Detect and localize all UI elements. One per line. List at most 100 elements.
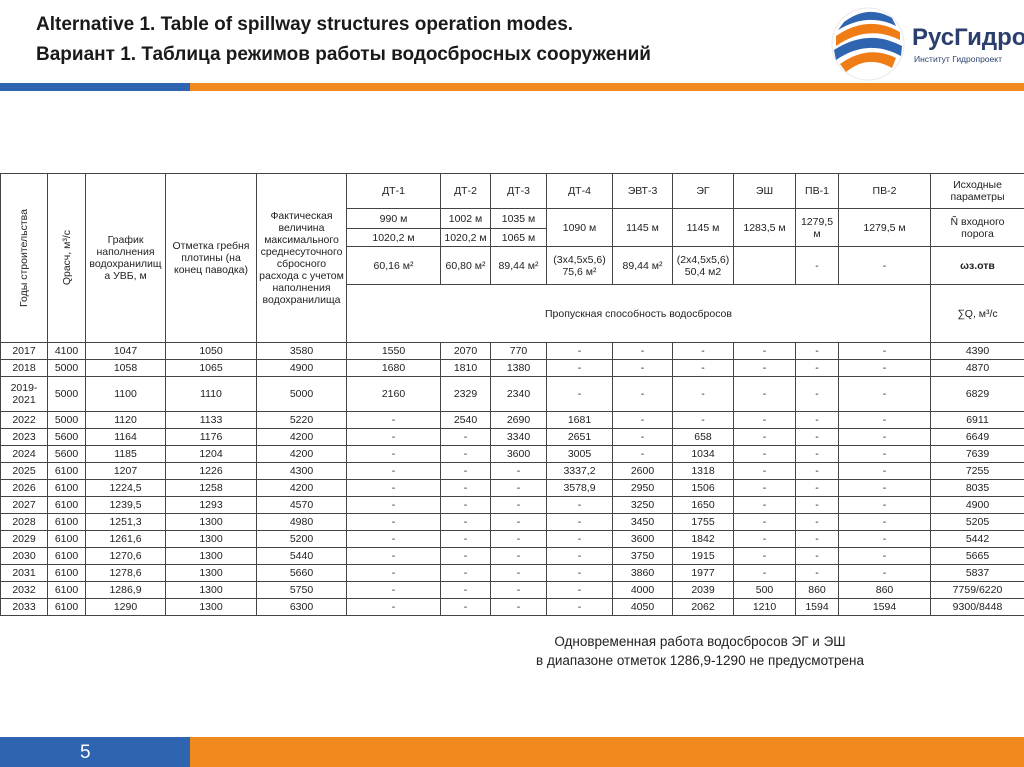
header-cell: 1283,5 м: [733, 208, 796, 247]
table-cell: 3860: [612, 564, 673, 582]
table-cell: -: [346, 581, 441, 599]
table-cell: 3600: [490, 445, 547, 463]
table-cell: 4200: [256, 479, 347, 497]
table-cell: 6100: [47, 479, 86, 497]
table-cell: 4200: [256, 445, 347, 463]
table-cell: 1251,3: [85, 513, 166, 531]
table-row: 2030 6100 1270,6 1300 5440- - - -3750 1915- - -566…: [0, 547, 1024, 565]
table-cell: 3750: [612, 547, 673, 565]
table-cell: 1226: [165, 462, 257, 480]
table-cell: -: [546, 564, 613, 582]
table-cell: -: [733, 530, 796, 548]
table-cell: -: [490, 496, 547, 514]
table-cell: -: [838, 411, 931, 429]
table-cell: 1164: [85, 428, 166, 446]
table-cell: 1100: [85, 376, 166, 412]
table-cell: 5660: [256, 564, 347, 582]
table-cell: 1286,9: [85, 581, 166, 599]
table-cell: 5442: [930, 530, 1024, 548]
table-body: 2017 4100 1047 1050 3580 1550 2070 770- - - - - -439…: [0, 342, 1024, 616]
header-cell: 990 м: [346, 208, 441, 229]
table-cell: -: [838, 445, 931, 463]
table-cell: -: [838, 479, 931, 497]
table-cell: -: [346, 411, 441, 429]
page-number: 5: [80, 742, 91, 763]
table-cell: 4570: [256, 496, 347, 514]
header-cell: Ñ входного порога: [930, 208, 1024, 247]
table-cell: -: [490, 462, 547, 480]
table-cell: 5000: [256, 376, 347, 412]
schedule-header: График наполнения водохранилища УВБ, м: [85, 173, 166, 343]
table-row: 2018 5000 1058 1065 4900 1680 1810 1380- - - - - -48…: [0, 359, 1024, 377]
table-cell: 2025: [0, 462, 48, 480]
table-cell: 2030: [0, 547, 48, 565]
table-row: 2024 5600 1185 1204 4200- -3600 3005-1034- - -76…: [0, 445, 1024, 463]
table-cell: -: [546, 547, 613, 565]
table-cell: -: [546, 359, 613, 377]
table-cell: 4050: [612, 598, 673, 616]
table-cell: 4000: [612, 581, 673, 599]
logo-subtitle: Институт Гидропроект: [914, 54, 1002, 64]
table-cell: 6100: [47, 598, 86, 616]
empty-cell: [733, 246, 796, 285]
table-cell: 1120: [85, 411, 166, 429]
actual-header: Фактическая величина максимального средн…: [256, 173, 347, 343]
table-cell: -: [612, 376, 673, 412]
table-cell: 1977: [672, 564, 734, 582]
q-header: Qрасч, м³/с: [60, 230, 73, 286]
table-cell: -: [490, 598, 547, 616]
header-cell: 1145 м: [672, 208, 734, 247]
header-cell: -: [838, 246, 931, 285]
table-cell: -: [440, 513, 491, 531]
table-cell: 7639: [930, 445, 1024, 463]
header-cell: 1002 м: [440, 208, 491, 229]
table-cell: 2070: [440, 342, 491, 360]
table-row: 2031 6100 1278,6 1300 5660- - - -3860 1977- - -583…: [0, 564, 1024, 582]
table-cell: 2651: [546, 428, 613, 446]
table-cell: 5200: [256, 530, 347, 548]
table-cell: 6100: [47, 564, 86, 582]
header-cell: 1020,2 м: [440, 228, 491, 247]
table-cell: 7255: [930, 462, 1024, 480]
table-cell: 2019-2021: [0, 376, 48, 412]
table-cell: 4900: [256, 359, 347, 377]
table-cell: -: [490, 547, 547, 565]
table-cell: -: [546, 342, 613, 360]
table-cell: -: [838, 376, 931, 412]
table-cell: 2028: [0, 513, 48, 531]
crest-header: Отметка гребня плотины (на конец паводка…: [165, 173, 257, 343]
table-cell: -: [346, 598, 441, 616]
table-cell: 3578,9: [546, 479, 613, 497]
table-cell: 1176: [165, 428, 257, 446]
table-cell: 2017: [0, 342, 48, 360]
table-cell: -: [346, 530, 441, 548]
table-cell: 1380: [490, 359, 547, 377]
table-cell: -: [838, 342, 931, 360]
table-cell: 5000: [47, 376, 86, 412]
table-cell: 3450: [612, 513, 673, 531]
table-cell: 2062: [672, 598, 734, 616]
table-cell: 3337,2: [546, 462, 613, 480]
table-cell: 1550: [346, 342, 441, 360]
header-cell: 1090 м: [546, 208, 613, 247]
table-cell: 2031: [0, 564, 48, 582]
table-cell: 2026: [0, 479, 48, 497]
table-cell: -: [346, 445, 441, 463]
table-cell: -: [546, 376, 613, 412]
table-cell: 1318: [672, 462, 734, 480]
layout: 60,16 м² 60,80 м² 89,44 м² (3x4,5x5,6) 75,6…: [1, 246, 1024, 285]
table-cell: -: [733, 513, 796, 531]
header-cell: ДТ-1: [346, 173, 441, 209]
table-cell: 5440: [256, 547, 347, 565]
table-cell: 2160: [346, 376, 441, 412]
title-ru: Вариант 1. Таблица режимов работы водосб…: [36, 44, 651, 65]
table-cell: -: [490, 581, 547, 599]
table-cell: -: [733, 479, 796, 497]
header-cell: Исходные параметры: [930, 173, 1024, 209]
header-cell: -: [795, 246, 839, 285]
header-cell: (2x4,5x5,6) 50,4 м2: [672, 246, 734, 285]
table-cell: 1915: [672, 547, 734, 565]
table-cell: 1050: [165, 342, 257, 360]
footer-bar-blue: [0, 737, 190, 767]
table-cell: 1207: [85, 462, 166, 480]
